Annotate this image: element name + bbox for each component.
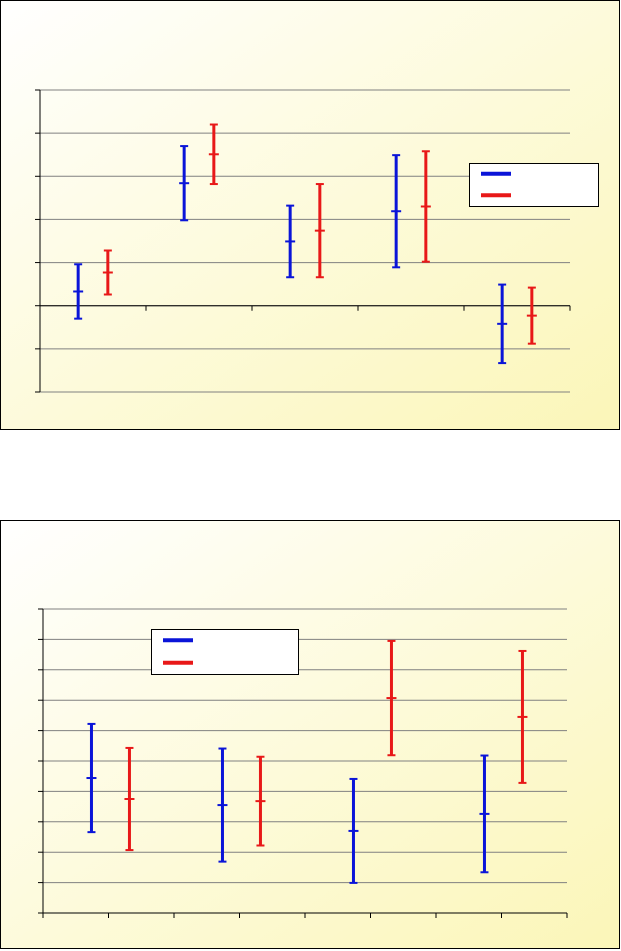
chart-frame bbox=[0, 520, 620, 949]
legend-box bbox=[151, 629, 299, 675]
legend-box bbox=[469, 163, 599, 207]
chart-frame bbox=[0, 0, 620, 430]
